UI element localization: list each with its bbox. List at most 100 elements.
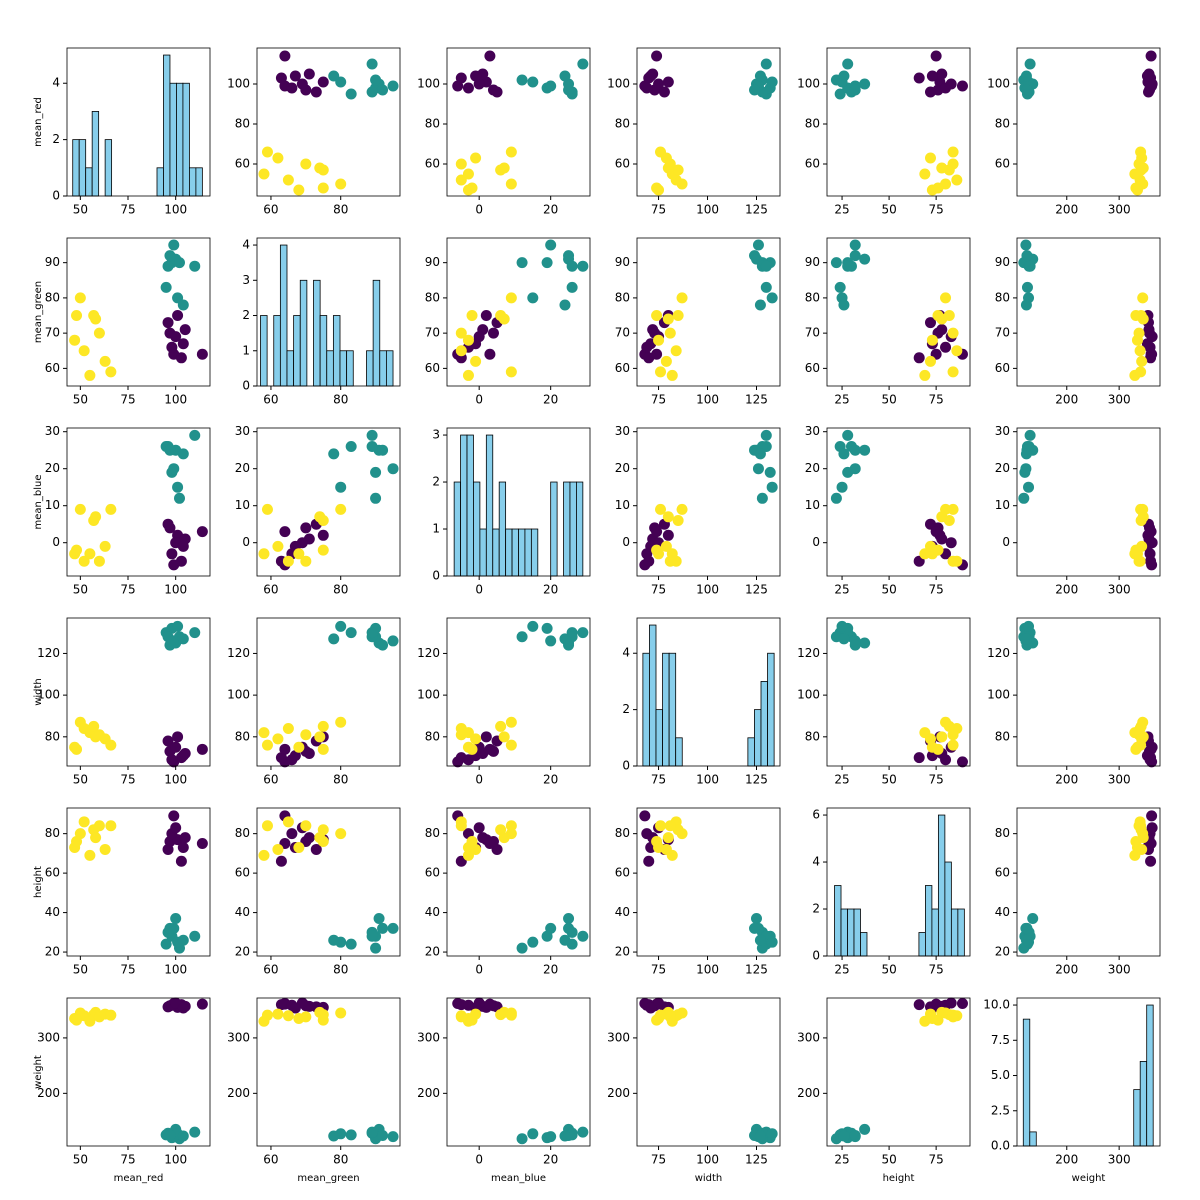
y-tick-label: 30	[45, 424, 60, 438]
point	[1020, 239, 1032, 251]
point	[754, 448, 766, 460]
x-tick-label: 200	[1055, 393, 1078, 407]
y-tick-label: 90	[425, 255, 440, 269]
hist-bar	[530, 528, 539, 577]
x-tick-label: 50	[73, 203, 88, 217]
y-tick-label: 2	[242, 308, 250, 322]
x-tick-label: 25	[834, 393, 849, 407]
y-tick-label: 2	[432, 475, 440, 489]
y-tick-label: 40	[45, 905, 60, 919]
y-tick-label: 80	[45, 729, 60, 743]
hist-bar	[511, 528, 519, 577]
point	[366, 86, 378, 98]
hist-bar	[505, 528, 513, 577]
point	[335, 716, 347, 728]
point	[754, 299, 766, 311]
panel: 50 75 100 60 70 80 90 mean_green	[33, 237, 211, 407]
point	[662, 529, 674, 541]
point	[335, 620, 347, 632]
panel: 25 50 75 0 2 4 6	[812, 808, 971, 977]
panel-frame	[636, 427, 781, 577]
y-tick-label: 60	[235, 866, 250, 880]
point	[105, 1009, 117, 1021]
point	[462, 168, 474, 180]
point	[505, 366, 517, 378]
panel-frame	[446, 617, 591, 767]
hist-bar	[918, 932, 926, 957]
x-tick-label: 200	[1055, 583, 1078, 597]
x-tick-label: 50	[881, 773, 896, 787]
point	[749, 250, 761, 262]
hist-bar	[649, 624, 657, 767]
y-axis-label: mean_red	[33, 97, 44, 147]
point	[672, 164, 684, 176]
point	[527, 620, 539, 632]
panel-frame	[66, 237, 211, 387]
point	[258, 548, 270, 560]
panel-frame	[1016, 47, 1161, 197]
point	[754, 1130, 766, 1142]
panel-frame	[1016, 997, 1161, 1147]
point	[838, 299, 850, 311]
point	[559, 633, 571, 645]
point	[1135, 720, 1147, 732]
point	[924, 317, 936, 329]
point	[484, 743, 496, 755]
x-tick-label: 20	[543, 203, 558, 217]
point	[924, 355, 936, 367]
point	[842, 58, 854, 70]
y-tick-label: 70	[805, 326, 820, 340]
point	[300, 158, 312, 170]
point	[541, 622, 553, 634]
x-tick-label: 20	[543, 393, 558, 407]
point	[366, 429, 378, 441]
point	[932, 544, 944, 556]
point	[84, 548, 96, 560]
x-tick-label: 0	[475, 583, 483, 597]
point	[505, 739, 517, 751]
x-tick-label: 100	[696, 1153, 719, 1167]
hist-bar	[466, 434, 474, 577]
point	[71, 836, 83, 848]
panel-frame	[256, 617, 401, 767]
hist-bar	[273, 315, 281, 387]
point	[1136, 355, 1148, 367]
point	[470, 70, 482, 82]
point	[516, 257, 528, 269]
hist-bar	[460, 434, 468, 577]
y-tick-label: 7.5	[991, 1033, 1010, 1047]
point	[1130, 743, 1142, 755]
x-tick-label: 50	[881, 583, 896, 597]
x-tick-label: 80	[333, 203, 348, 217]
panel-frame	[636, 617, 781, 767]
point	[69, 334, 81, 346]
point	[314, 162, 326, 174]
point	[545, 922, 557, 934]
y-tick-label: 60	[995, 361, 1010, 375]
point	[1021, 84, 1033, 96]
y-tick-label: 3	[242, 273, 250, 287]
point	[462, 369, 474, 381]
point	[275, 72, 287, 84]
point	[164, 250, 176, 262]
hist-bar	[372, 279, 381, 387]
y-axis-label: mean_blue	[33, 475, 44, 530]
y-tick-label: 0	[1002, 535, 1010, 549]
y-tick-label: 70	[615, 326, 630, 340]
hist-bar	[860, 932, 868, 957]
y-tick-label: 90	[805, 255, 820, 269]
point	[936, 324, 948, 336]
panel: 75 100 125 60 70 80 90	[615, 237, 781, 407]
point	[1020, 463, 1032, 475]
x-tick-label: 75	[928, 773, 943, 787]
y-tick-label: 80	[995, 826, 1010, 840]
y-tick-label: 80	[235, 826, 250, 840]
y-tick-label: 10	[235, 498, 250, 512]
point	[377, 1129, 389, 1141]
hist-bar	[1133, 1089, 1141, 1147]
point	[662, 511, 674, 523]
point	[849, 444, 861, 456]
point	[300, 820, 312, 832]
point	[272, 1008, 284, 1020]
y-tick-label: 80	[235, 117, 250, 131]
